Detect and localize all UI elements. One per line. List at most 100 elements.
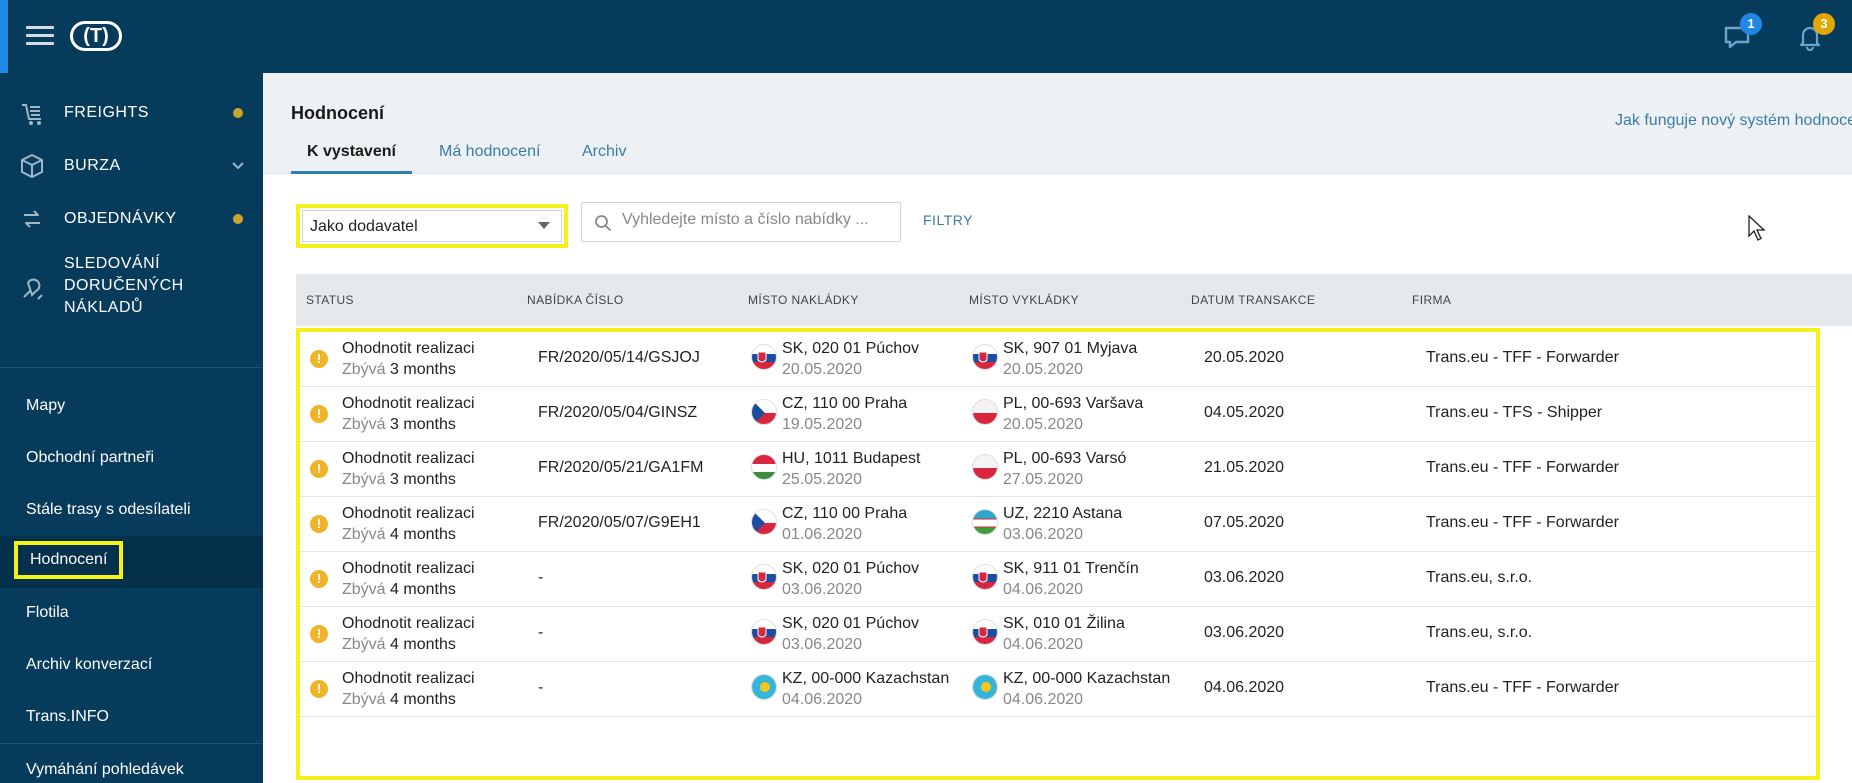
- status-cell: Ohodnotit realizaci Zbývá 3 months: [342, 338, 475, 380]
- table-row[interactable]: ! Ohodnotit realizaci Zbývá 3 months FR/202…: [300, 442, 1816, 497]
- sidebar-link-debt-collection[interactable]: Vymáhání pohledávek: [26, 761, 184, 778]
- warning-icon: !: [310, 350, 328, 368]
- notifications-button[interactable]: 3: [1795, 13, 1835, 52]
- transaction-date: 04.05.2020: [1204, 404, 1285, 421]
- load-place: CZ, 110 00 Praha: [782, 395, 908, 412]
- company-name: Trans.eu - TFF - Forwarder: [1426, 349, 1619, 366]
- new-indicator-dot: [233, 214, 243, 224]
- search-input[interactable]: [622, 211, 892, 229]
- table-row[interactable]: ! Ohodnotit realizaci Zbývá 4 months FR/202…: [300, 497, 1816, 552]
- unload-place-cell: SK, 010 01 Žilina 04.06.2020: [1003, 613, 1125, 655]
- status-text: Ohodnotit realizaci: [342, 615, 475, 632]
- company-name: Trans.eu - TFF - Forwarder: [1426, 679, 1619, 696]
- country-flag-icon: [751, 619, 777, 645]
- country-flag-icon: [751, 344, 777, 370]
- load-place-cell: HU, 1011 Budapest 25.05.2020: [782, 448, 920, 490]
- content-panel: Jako dodavatel FILTRY STATUS NABÍDKA ČÍS…: [263, 174, 1852, 783]
- country-flag-icon: [972, 564, 998, 590]
- load-place: SK, 020 01 Púchov: [782, 615, 919, 632]
- tracking-icon: [23, 278, 43, 300]
- sidebar-link-routes[interactable]: Stále trasy s odesílateli: [26, 501, 191, 518]
- table-row[interactable]: ! Ohodnotit realizaci Zbývá 4 months - SK, 0…: [300, 607, 1816, 662]
- unload-date: 03.06.2020: [1003, 526, 1084, 543]
- load-date: 25.05.2020: [782, 471, 863, 488]
- table-row[interactable]: ! Ohodnotit realizaci Zbývá 3 months FR/202…: [300, 387, 1816, 442]
- table-row[interactable]: ! Ohodnotit realizaci Zbývá 4 months - KZ, 0…: [300, 662, 1816, 717]
- country-flag-icon: [972, 509, 998, 535]
- sidebar-link-hodnoceni[interactable]: Hodnocení: [14, 541, 124, 579]
- top-bar: (T) 1 3: [0, 0, 1852, 73]
- remaining-time: Zbývá 3 months: [342, 416, 456, 433]
- load-date: 03.06.2020: [782, 636, 863, 653]
- box-icon: [21, 154, 43, 178]
- sidebar-link-archive[interactable]: Archiv konverzací: [26, 656, 153, 673]
- country-flag-icon: [751, 564, 777, 590]
- role-select-value: Jako dodavatel: [310, 218, 418, 235]
- column-header-date[interactable]: DATUM TRANSAKCE: [1191, 293, 1316, 307]
- messages-button[interactable]: 1: [1722, 13, 1762, 52]
- role-select[interactable]: Jako dodavatel: [296, 204, 568, 248]
- tab-k-vystaveni[interactable]: K vystavení: [291, 143, 412, 175]
- search-icon: [595, 215, 612, 232]
- remaining-time: Zbývá 4 months: [342, 526, 456, 543]
- main-area: Hodnocení Jak funguje nový systém hodnoc…: [263, 73, 1852, 783]
- menu-icon[interactable]: [26, 26, 54, 46]
- mouse-cursor-icon: [1748, 215, 1766, 241]
- table-body: ! Ohodnotit realizaci Zbývá 3 months FR/202…: [296, 328, 1820, 780]
- caret-down-icon: [538, 222, 550, 229]
- offer-number: FR/2020/05/14/GSJOJ: [538, 349, 700, 366]
- sidebar-item-label: SLEDOVÁNÍ DORUČENÝCH NÁKLADŮ: [64, 255, 184, 316]
- sidebar-link-mapy[interactable]: Mapy: [26, 397, 66, 414]
- country-flag-icon: [751, 674, 777, 700]
- unload-place-cell: UZ, 2210 Astana 03.06.2020: [1003, 503, 1122, 545]
- topbar-accent: [0, 0, 8, 73]
- offer-number: FR/2020/05/07/G9EH1: [538, 514, 701, 531]
- load-place: KZ, 00-000 Kazachstan: [782, 670, 950, 687]
- load-place-cell: SK, 020 01 Púchov 03.06.2020: [782, 558, 919, 600]
- load-place: SK, 020 01 Púchov: [782, 560, 919, 577]
- sidebar-item-label: OBJEDNÁVKY: [64, 210, 177, 227]
- status-text: Ohodnotit realizaci: [342, 340, 475, 357]
- help-link[interactable]: Jak funguje nový systém hodnocení: [1615, 112, 1852, 129]
- sidebar-item-freights[interactable]: FREIGHTS: [0, 93, 263, 133]
- orders-icon: [24, 210, 40, 228]
- load-place-cell: CZ, 110 00 Praha 01.06.2020: [782, 503, 907, 545]
- warning-icon: !: [310, 405, 328, 423]
- sidebar-link-partners[interactable]: Obchodní partneři: [26, 449, 155, 466]
- column-header-unload[interactable]: MÍSTO VYKLÁDKY: [969, 293, 1080, 307]
- filters-button[interactable]: FILTRY: [923, 212, 973, 228]
- new-indicator-dot: [233, 108, 243, 118]
- status-text: Ohodnotit realizaci: [342, 450, 475, 467]
- table-row[interactable]: ! Ohodnotit realizaci Zbývá 3 months FR/202…: [300, 332, 1816, 387]
- sidebar-link-transinfo[interactable]: Trans.INFO: [26, 708, 109, 725]
- status-cell: Ohodnotit realizaci Zbývá 4 months: [342, 503, 475, 545]
- page-title: Hodnocení: [291, 103, 384, 123]
- country-flag-icon: [972, 399, 998, 425]
- unload-place-cell: SK, 907 01 Myjava 20.05.2020: [1003, 338, 1137, 380]
- transaction-date: 03.06.2020: [1204, 569, 1285, 586]
- column-header-status[interactable]: STATUS: [306, 293, 354, 307]
- load-place-cell: SK, 020 01 Púchov 03.06.2020: [782, 613, 919, 655]
- sidebar-item-objednavky[interactable]: OBJEDNÁVKY: [0, 199, 263, 239]
- sidebar-divider: [0, 367, 263, 368]
- app-logo[interactable]: (T): [70, 21, 122, 51]
- sidebar-item-tracking[interactable]: SLEDOVÁNÍ DORUČENÝCH NÁKLADŮ: [0, 253, 263, 325]
- table-header: STATUS NABÍDKA ČÍSLO MÍSTO NAKLÁDKY MÍST…: [296, 274, 1852, 326]
- tab-ma-hodnoceni[interactable]: Má hodnocení: [439, 143, 541, 160]
- country-flag-icon: [972, 344, 998, 370]
- table-row[interactable]: ! Ohodnotit realizaci Zbývá 4 months - SK, 0…: [300, 552, 1816, 607]
- unload-place: KZ, 00-000 Kazachstan: [1003, 670, 1171, 687]
- transaction-date: 03.06.2020: [1204, 624, 1285, 641]
- column-header-company[interactable]: FIRMA: [1412, 293, 1452, 307]
- unload-place: PL, 00-693 Varsó: [1003, 450, 1127, 467]
- status-cell: Ohodnotit realizaci Zbývá 4 months: [342, 558, 475, 600]
- column-header-load[interactable]: MÍSTO NAKLÁDKY: [748, 293, 859, 307]
- load-date: 20.05.2020: [782, 361, 863, 378]
- sidebar-link-flotila[interactable]: Flotila: [26, 604, 69, 621]
- search-box[interactable]: [581, 202, 901, 242]
- sidebar-item-burza[interactable]: BURZA: [0, 146, 263, 186]
- tab-archiv[interactable]: Archiv: [582, 143, 627, 160]
- column-header-offer[interactable]: NABÍDKA ČÍSLO: [527, 293, 624, 307]
- company-name: Trans.eu, s.r.o.: [1426, 569, 1533, 586]
- unload-place: SK, 907 01 Myjava: [1003, 340, 1138, 357]
